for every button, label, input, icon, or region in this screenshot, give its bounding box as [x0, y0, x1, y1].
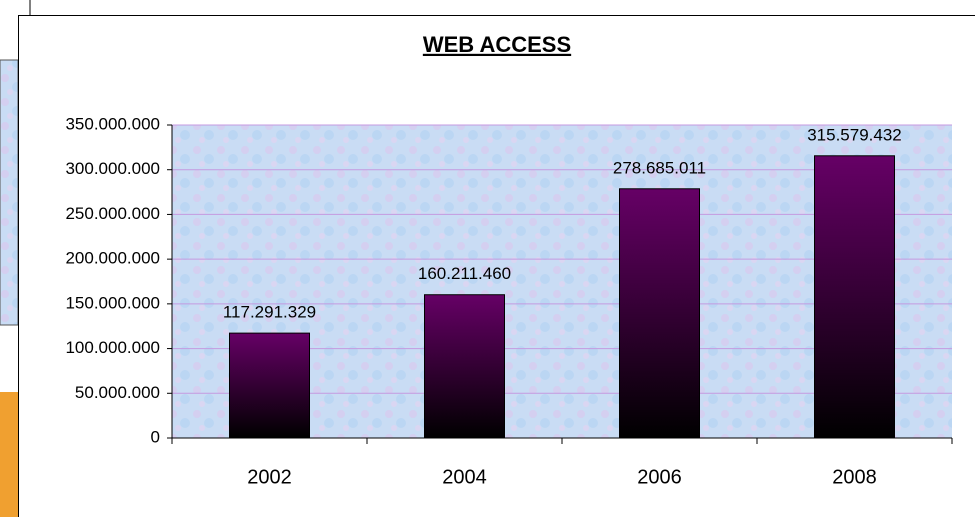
bar	[424, 294, 505, 439]
y-tick-label: 0	[151, 427, 160, 446]
background-panel	[0, 59, 19, 326]
y-tick-label: 300.000.000	[65, 159, 160, 178]
y-tick-label: 250.000.000	[65, 204, 160, 223]
y-tick-label: 50.000.000	[75, 383, 160, 402]
y-tick-label: 100.000.000	[65, 338, 160, 357]
x-tick-label: 2008	[832, 466, 877, 488]
data-label: 278.685.011	[613, 158, 706, 177]
x-tick-label: 2004	[442, 466, 487, 488]
y-tick-label: 200.000.000	[65, 249, 160, 268]
y-tick-label: 350.000.000	[65, 114, 160, 133]
background-panel	[0, 392, 18, 517]
x-tick-label: 2006	[637, 466, 682, 488]
data-label: 315.579.432	[807, 125, 902, 144]
bar	[619, 188, 700, 439]
data-label: 117.291.329	[223, 303, 316, 322]
bar	[814, 155, 895, 439]
chart-title: WEB ACCESS	[423, 32, 571, 57]
y-tick-label: 150.000.000	[65, 293, 160, 312]
data-label: 160.211.460	[418, 264, 511, 283]
bar	[229, 332, 310, 439]
x-tick-label: 2002	[247, 466, 292, 488]
